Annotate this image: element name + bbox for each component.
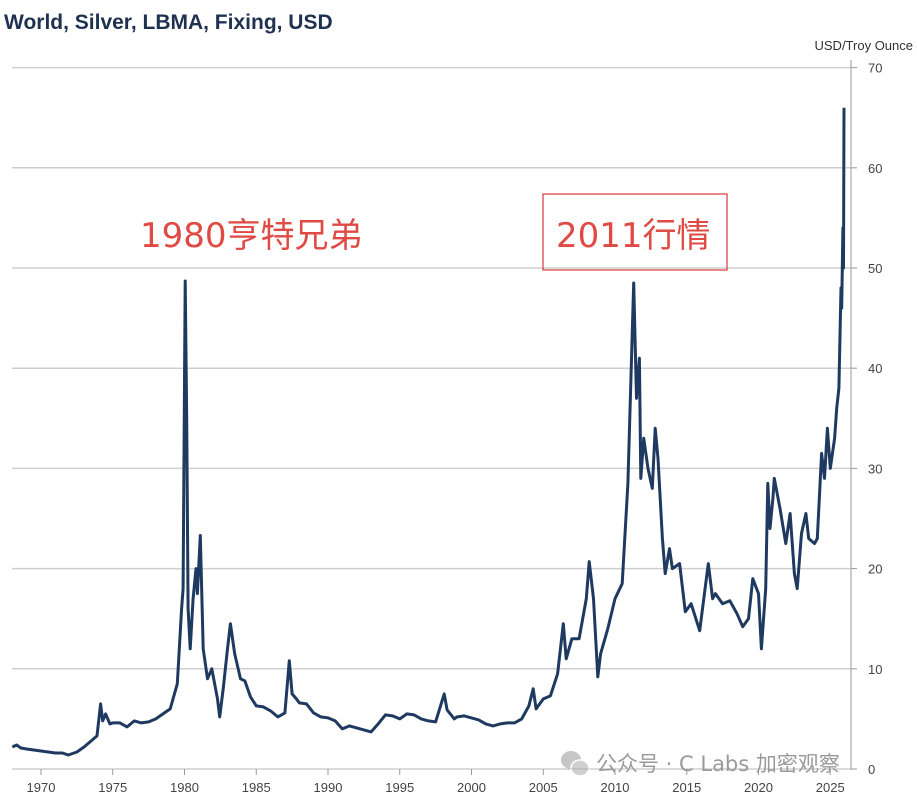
x-tick-label-1995: 1995 — [385, 780, 414, 795]
annotation-2011-box — [542, 193, 728, 271]
x-axis-ticks: 1970 1975 1980 1985 1990 1995 2000 2005 2010 2015… — [27, 769, 845, 795]
x-tick-label-2005: 2005 — [529, 780, 558, 795]
gridlines — [12, 66, 851, 770]
x-tick-label-1985: 1985 — [242, 780, 271, 795]
x-tick-label-2015: 2015 — [672, 780, 701, 795]
x-tick-label-1975: 1975 — [98, 780, 127, 795]
y-tick-label-20: 20 — [868, 562, 882, 577]
y-axis-ticks: 0 10 20 30 40 50 60 70 — [851, 61, 882, 777]
y-tick-label-70: 70 — [868, 61, 882, 76]
annotation-2011: 2011行情 — [556, 216, 711, 256]
x-tick-label-2000: 2000 — [457, 780, 486, 795]
x-tick-label-2010: 2010 — [601, 780, 630, 795]
wechat-icon — [561, 751, 590, 777]
y-tick-label-50: 50 — [868, 261, 882, 276]
series-line-silver-price — [11, 107, 846, 757]
y-axis-unit-label: USD/Troy Ounce — [815, 38, 914, 53]
y-tick-label-0: 0 — [868, 762, 875, 777]
annotation-1980: 1980亨特兄弟 — [140, 216, 363, 256]
x-tick-label-1980: 1980 — [170, 780, 199, 795]
x-tick-label-2020: 2020 — [744, 780, 773, 795]
x-tick-label-1970: 1970 — [27, 780, 56, 795]
y-tick-label-40: 40 — [868, 361, 882, 376]
y-tick-label-10: 10 — [868, 662, 882, 677]
y-tick-label-30: 30 — [868, 461, 882, 476]
y-tick-label-60: 60 — [868, 161, 882, 176]
x-tick-label-2025: 2025 — [816, 780, 845, 795]
x-tick-label-1990: 1990 — [314, 780, 343, 795]
chart-title: World, Silver, LBMA, Fixing, USD — [4, 11, 333, 34]
watermark-text: 公众号 · C Labs 加密观察 — [596, 752, 840, 776]
